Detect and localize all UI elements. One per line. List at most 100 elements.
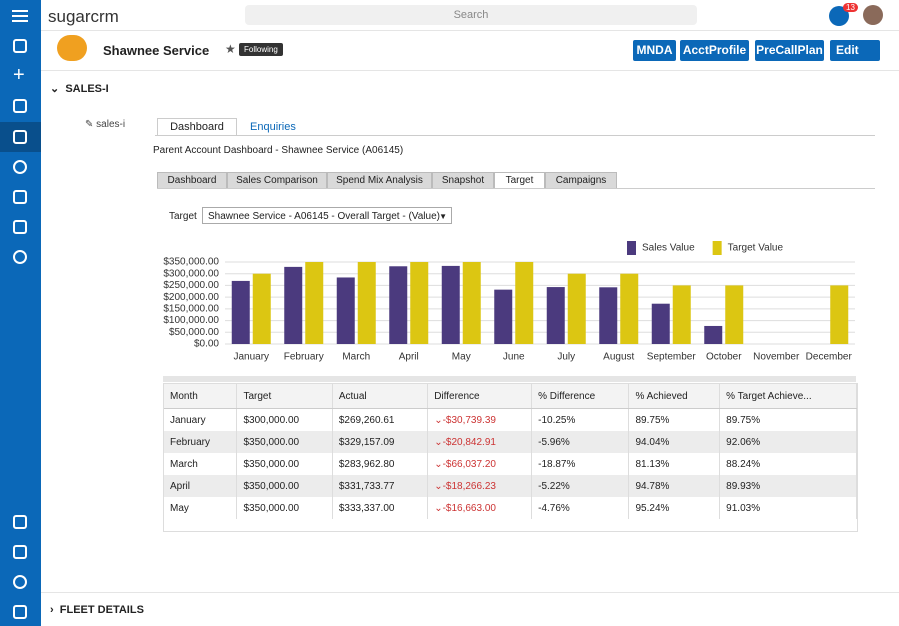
accounts-icon[interactable] xyxy=(13,130,27,144)
section-title[interactable]: › FLEET DETAILS xyxy=(50,604,144,616)
y-tick-label: $0.00 xyxy=(194,339,219,350)
contacts-icon[interactable] xyxy=(13,160,27,174)
home-icon[interactable] xyxy=(13,39,27,53)
column-header: % Achieved xyxy=(628,384,721,409)
layers-icon[interactable] xyxy=(13,605,27,619)
following-badge[interactable]: Following xyxy=(239,43,283,56)
button[interactable]: MNDA xyxy=(633,40,676,61)
button[interactable]: Edit xyxy=(830,40,880,61)
down-arrow: ⌄ xyxy=(434,436,443,448)
cell-text: -5.22% xyxy=(538,480,570,492)
modules-icon[interactable] xyxy=(13,220,27,234)
table-cell: ⌄-$20,842.91 xyxy=(427,431,533,453)
table-cell: $333,337.00 xyxy=(332,497,429,519)
cell-text: 94.04% xyxy=(635,436,670,448)
star[interactable]: ★ xyxy=(225,42,236,56)
search-box[interactable]: Search xyxy=(245,5,697,25)
cell-text: 89.93% xyxy=(726,480,761,492)
chat-icon[interactable] xyxy=(13,545,27,559)
table-cell: 89.75% xyxy=(719,408,857,431)
docs-icon[interactable] xyxy=(13,515,27,529)
button[interactable]: AcctProfile xyxy=(680,40,749,61)
tab[interactable]: Snapshot xyxy=(432,172,494,189)
section-label: FLEET DETAILS xyxy=(59,604,144,616)
edit-link[interactable]: ✎ sales-i xyxy=(85,119,126,130)
y-tick-label: $200,000.00 xyxy=(163,292,219,303)
cell-text: 89.75% xyxy=(726,414,761,426)
sidebar: + xyxy=(0,0,41,626)
table-wrap: Month Target Actual Difference% Difference%… xyxy=(163,383,858,532)
bar xyxy=(515,262,534,344)
chart: $0.00$50,000.00$100,000.00$150,000.00$20… xyxy=(163,241,855,363)
cell-text: $269,260.61 xyxy=(338,414,395,426)
cell-text: $350,000.00 xyxy=(243,480,300,492)
support-icon[interactable] xyxy=(13,250,27,264)
x-tick-label: April xyxy=(399,352,419,363)
resize-handle[interactable] xyxy=(163,376,856,382)
bar xyxy=(357,262,376,344)
target-select[interactable]: Shawnee Service - A06145 - Overall Targe… xyxy=(202,207,452,224)
opps-icon[interactable] xyxy=(13,99,27,113)
table-cell: 89.93% xyxy=(719,475,857,497)
table: Month Target Actual Difference% Difference%… xyxy=(164,384,857,519)
tab[interactable]: Spend Mix Analysis xyxy=(327,172,432,189)
table-cell: 94.78% xyxy=(628,475,721,497)
table-cell: $331,733.77 xyxy=(332,475,429,497)
x-tick-label: March xyxy=(342,352,370,363)
table-cell: May xyxy=(164,497,238,519)
down-arrow: ⌄ xyxy=(434,458,443,470)
bar xyxy=(651,303,670,344)
y-tick-label: $50,000.00 xyxy=(169,327,219,338)
table-cell: -4.76% xyxy=(531,497,630,519)
tab[interactable]: Campaigns xyxy=(545,172,617,189)
table-cell: -5.22% xyxy=(531,475,630,497)
cell-text: May xyxy=(170,502,189,514)
bar xyxy=(830,285,849,344)
table-cell: ⌄-$66,037.20 xyxy=(427,453,533,475)
table-row: February $350,000.00 $329,157.09 ⌄-$20,842.… xyxy=(164,431,857,453)
y-tick-label: $350,000.00 xyxy=(163,257,219,268)
tab-active[interactable]: Target xyxy=(494,172,545,189)
button[interactable]: PreCallPlan xyxy=(755,40,824,61)
table-cell: 89.75% xyxy=(628,408,721,431)
x-tick-label: November xyxy=(753,352,800,363)
down-arrow: ⌄ xyxy=(434,414,443,426)
x-tick-label: February xyxy=(284,352,324,363)
edit-label: sales-i xyxy=(96,119,126,130)
divider xyxy=(157,188,875,189)
bar xyxy=(672,285,691,344)
bar xyxy=(546,287,565,344)
cell-text: 81.13% xyxy=(635,458,670,470)
active-item xyxy=(0,122,41,152)
table-cell: 95.24% xyxy=(628,497,721,519)
help-icon[interactable] xyxy=(13,575,27,589)
leads-icon[interactable] xyxy=(13,190,27,204)
menu-icon[interactable] xyxy=(12,10,28,22)
bar xyxy=(284,266,303,344)
tab[interactable]: Sales Comparison xyxy=(227,172,327,189)
dashboard-title: Parent Account Dashboard - Shawnee Servi… xyxy=(153,145,404,156)
table-cell: $283,962.80 xyxy=(332,453,429,475)
legend-label: Target Value xyxy=(728,243,784,254)
avatar[interactable] xyxy=(863,5,883,25)
x-tick-label: June xyxy=(503,352,525,363)
tab[interactable]: Dashboard xyxy=(157,172,227,189)
bar xyxy=(305,262,324,344)
table-cell: -18.87% xyxy=(531,453,630,475)
y-tick-label: $250,000.00 xyxy=(163,280,219,291)
cell-text: $350,000.00 xyxy=(243,436,300,448)
add-icon[interactable]: + xyxy=(13,64,25,86)
inner-tab[interactable]: Enquiries xyxy=(250,121,296,133)
bar xyxy=(410,262,429,344)
bar xyxy=(252,273,271,344)
notif-badge: 13 xyxy=(843,3,858,12)
cell-text: April xyxy=(170,480,191,492)
section-title[interactable]: ⌄ SALES-I xyxy=(50,82,109,95)
column-header: % Target Achieve... xyxy=(719,384,857,409)
table-row: January $300,000.00 $269,260.61 ⌄-$30,739.3… xyxy=(164,408,857,431)
target-label: Target xyxy=(169,211,197,222)
inner-tab[interactable]: Dashboard xyxy=(157,118,237,135)
table-cell: 81.13% xyxy=(628,453,721,475)
table-cell: 94.04% xyxy=(628,431,721,453)
cell-text: January xyxy=(170,414,206,426)
